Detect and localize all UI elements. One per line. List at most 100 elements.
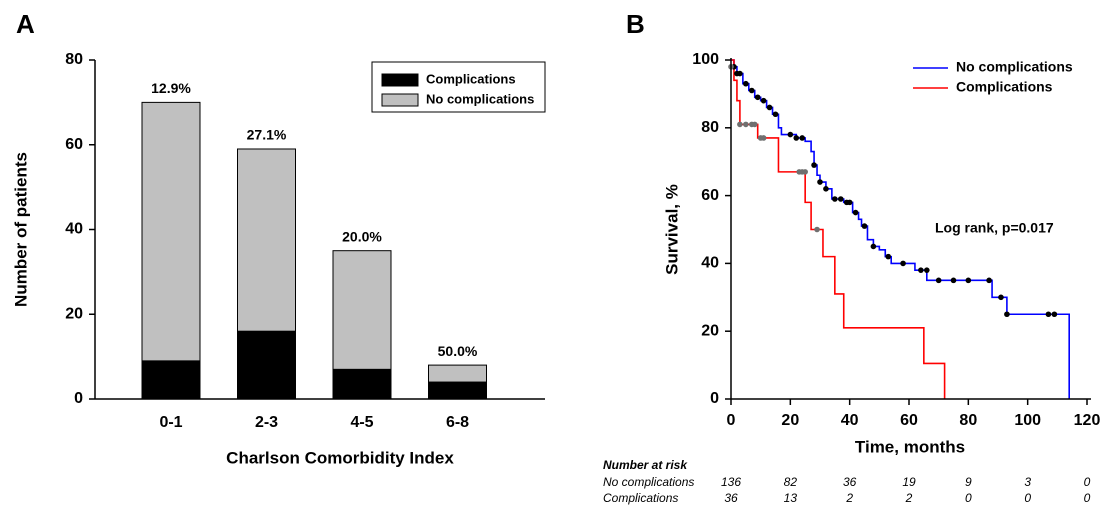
censor-mark <box>965 277 972 284</box>
x-tick-label: 60 <box>900 412 918 429</box>
censor-mark <box>852 209 859 216</box>
risk-count: 0 <box>1084 475 1091 489</box>
risk-count: 13 <box>784 491 798 505</box>
censor-mark <box>799 135 805 141</box>
risk-count: 0 <box>965 491 972 505</box>
censor-mark <box>1004 311 1010 318</box>
risk-count: 3 <box>1024 475 1031 489</box>
censor-mark <box>986 277 992 284</box>
bar-segment <box>428 364 487 383</box>
y-tick-label: 80 <box>701 119 719 136</box>
y-tick-label: 100 <box>692 51 719 68</box>
censor-mark <box>737 121 743 128</box>
censor-mark <box>760 97 767 104</box>
bar-segment <box>141 360 201 400</box>
risk-count: 2 <box>845 491 853 505</box>
censor-mark <box>998 294 1004 301</box>
x-tick-label: 80 <box>959 412 977 429</box>
censor-mark <box>846 199 853 206</box>
legend-label: Complications <box>956 79 1053 95</box>
censor-mark <box>743 80 749 87</box>
survival-curve <box>731 59 946 399</box>
percent-label: 27.1% <box>247 127 287 143</box>
risk-count: 82 <box>784 475 798 489</box>
risk-count: 9 <box>965 475 972 489</box>
censor-mark <box>861 223 868 229</box>
censor-mark <box>1045 311 1052 318</box>
x-tick-label: 20 <box>781 412 799 429</box>
y-tick-label: 20 <box>701 322 719 339</box>
censor-mark <box>870 243 877 250</box>
x-tick-label: 100 <box>1014 412 1041 429</box>
y-tick-label: 40 <box>701 255 719 272</box>
censor-mark <box>743 121 749 128</box>
censor-mark <box>814 226 820 233</box>
y-tick-label: 20 <box>65 305 83 322</box>
censor-mark <box>918 267 924 273</box>
y-tick-label: 60 <box>65 136 83 153</box>
legend-swatch <box>381 93 419 107</box>
panel-label: A <box>16 9 35 39</box>
censor-mark <box>823 186 829 192</box>
y-tick-label: 60 <box>701 187 719 204</box>
x-tick-label: 4-5 <box>350 414 373 431</box>
bar-segment <box>428 381 487 400</box>
legend-label: No complications <box>426 91 534 106</box>
censor-mark <box>748 87 755 94</box>
y-tick-label: 80 <box>65 51 83 68</box>
percent-label: 20.0% <box>342 228 382 244</box>
censor-mark <box>924 267 930 273</box>
risk-table-title: Number at risk <box>603 458 688 472</box>
x-axis-label: Time, months <box>855 437 965 456</box>
censor-mark <box>772 111 779 118</box>
censor-mark <box>751 121 758 128</box>
y-tick-label: 40 <box>65 221 83 238</box>
x-tick-label: 0-1 <box>159 414 182 431</box>
y-axis-label: Number of patients <box>11 152 30 307</box>
annotation: Log rank, p=0.017 <box>935 220 1054 236</box>
censor-mark <box>787 131 794 138</box>
censor-mark <box>837 196 844 202</box>
y-tick-label: 0 <box>74 390 83 407</box>
risk-row-label: No complications <box>603 475 694 489</box>
risk-count: 2 <box>905 491 913 505</box>
legend-label: Complications <box>426 71 516 86</box>
risk-count: 19 <box>902 475 916 489</box>
censor-mark <box>802 169 808 175</box>
censor-mark <box>754 94 761 101</box>
percent-label: 12.9% <box>151 80 191 96</box>
censor-mark <box>737 70 743 77</box>
x-axis-label: Charlson Comorbidity Index <box>226 448 454 467</box>
risk-count: 136 <box>721 475 741 489</box>
censor-mark <box>1051 311 1058 318</box>
percent-label: 50.0% <box>438 343 478 359</box>
censor-mark <box>950 277 957 284</box>
x-tick-label: 2-3 <box>255 414 278 431</box>
bar-segment <box>332 368 392 400</box>
x-tick-label: 120 <box>1074 412 1101 429</box>
risk-count: 36 <box>843 475 857 489</box>
y-tick-label: 0 <box>710 390 719 407</box>
risk-count: 0 <box>1024 491 1031 505</box>
censor-mark <box>766 104 773 111</box>
bar-segment <box>141 101 201 362</box>
x-tick-label: 6-8 <box>446 414 469 431</box>
risk-count: 36 <box>724 491 738 505</box>
y-axis-label: Survival, % <box>662 184 681 275</box>
legend-label: No complications <box>956 59 1073 75</box>
censor-mark <box>885 253 892 260</box>
bar-segment <box>237 330 296 400</box>
x-tick-label: 0 <box>727 412 736 429</box>
censor-mark <box>817 179 823 185</box>
censor-mark <box>793 135 800 141</box>
censor-mark <box>900 260 906 267</box>
censor-mark <box>811 162 817 168</box>
censor-mark <box>935 277 942 284</box>
risk-count: 0 <box>1084 491 1091 505</box>
censor-mark <box>832 196 838 202</box>
panel-label: B <box>626 9 645 39</box>
bar-segment <box>237 148 296 332</box>
bar-segment <box>332 250 392 370</box>
